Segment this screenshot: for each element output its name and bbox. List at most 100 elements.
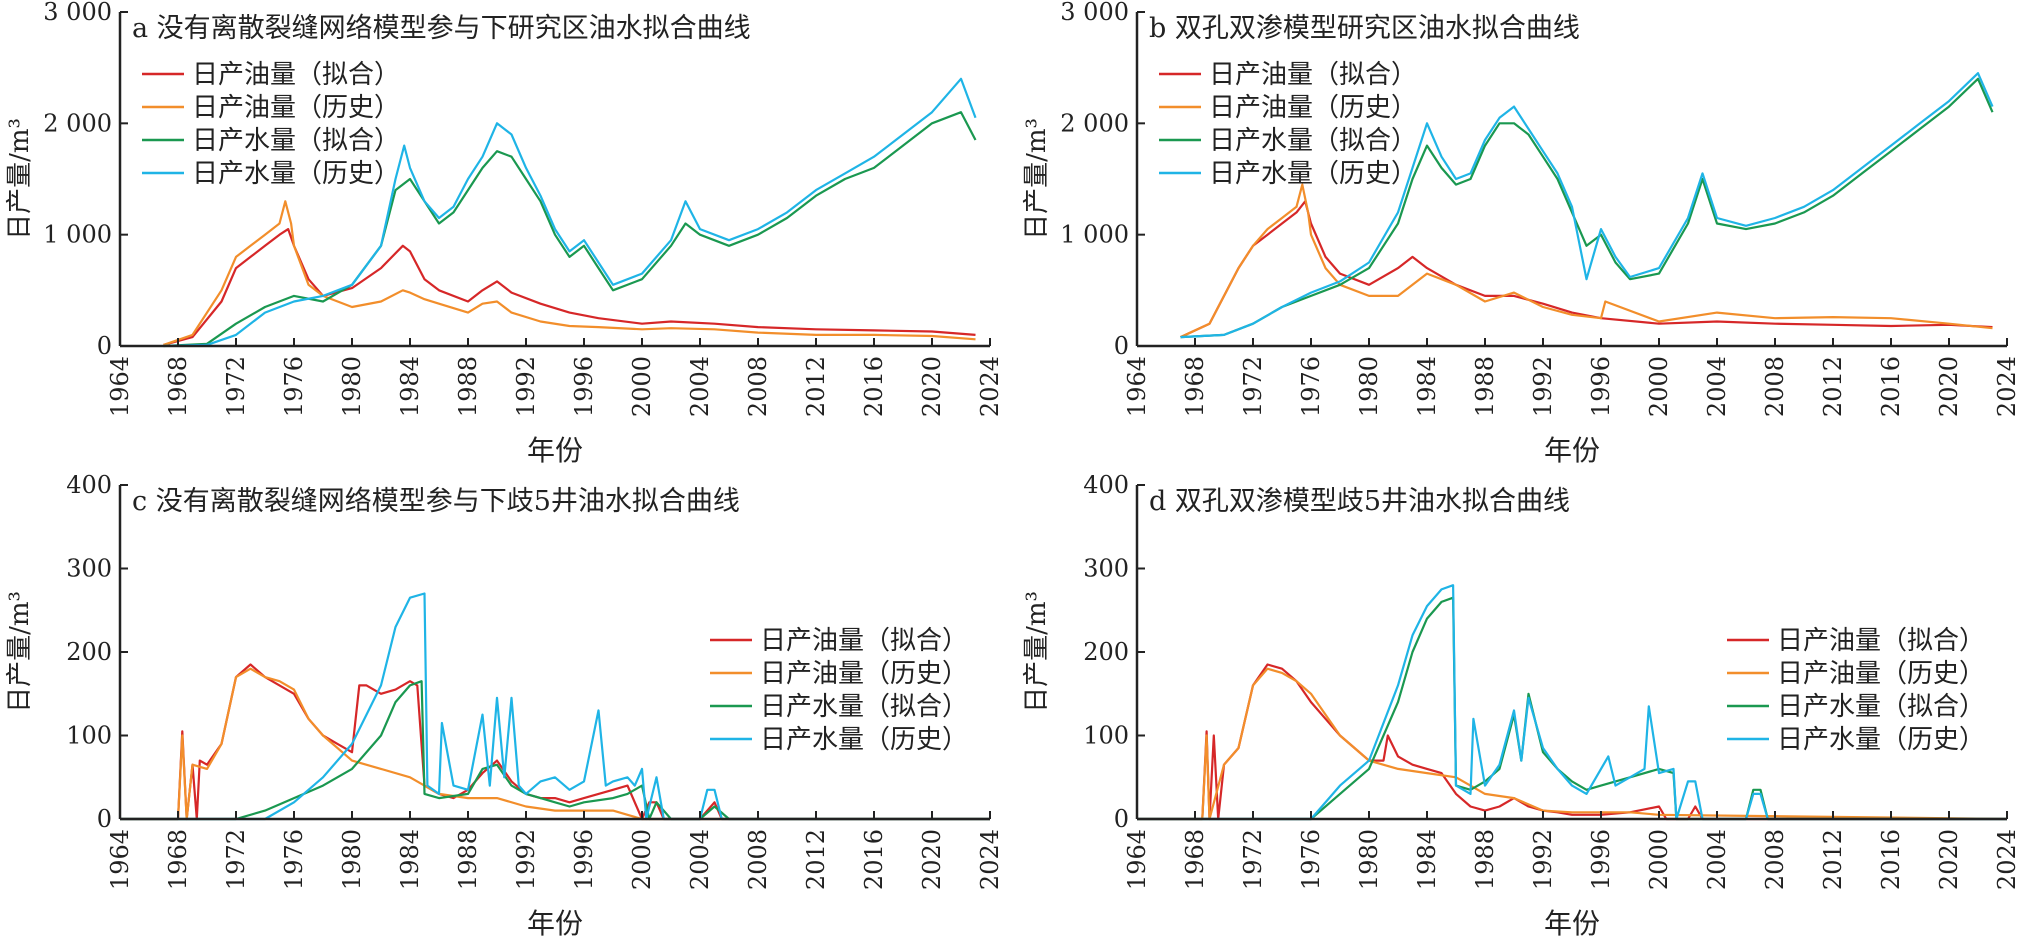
legend-label: 日产水量（历史） xyxy=(192,159,400,189)
series-line-1 xyxy=(1180,183,1993,339)
chart-title: c 没有离散裂缝网络模型参与下歧5井油水拟合曲线 xyxy=(132,486,740,517)
legend: 日产油量（拟合）日产油量（历史）日产水量（拟合）日产水量（历史） xyxy=(1727,626,1985,755)
y-tick-label: 0 xyxy=(1114,332,1129,360)
y-tick-label: 100 xyxy=(66,722,112,750)
legend-label: 日产水量（拟合） xyxy=(1209,126,1417,156)
x-tick-label: 1984 xyxy=(1413,829,1441,890)
legend-label: 日产油量（历史） xyxy=(1209,93,1417,123)
x-tick-label: 2016 xyxy=(1877,829,1905,890)
legend-label: 日产油量（历史） xyxy=(192,93,400,123)
series-line-3 xyxy=(1180,72,1994,339)
x-tick-label: 2008 xyxy=(744,829,772,890)
legend-label: 日产油量（拟合） xyxy=(760,626,968,656)
x-tick-label: 1992 xyxy=(512,356,540,417)
x-tick-label: 2024 xyxy=(976,356,1004,417)
chart-title: b 双孔双渗模型研究区油水拟合曲线 xyxy=(1149,13,1580,44)
legend-label: 日产油量（拟合） xyxy=(1777,626,1985,656)
x-tick-label: 2012 xyxy=(802,829,830,890)
legend: 日产油量（拟合）日产油量（历史）日产水量（拟合）日产水量（历史） xyxy=(1159,60,1417,189)
legend-label: 日产油量（历史） xyxy=(760,659,968,689)
x-tick-label: 2000 xyxy=(1645,356,1673,417)
series-line-1 xyxy=(163,200,976,346)
x-tick-label: 2012 xyxy=(1819,356,1847,417)
x-tick-label: 2024 xyxy=(1993,829,2021,890)
series-line-3 xyxy=(120,592,990,821)
x-tick-label: 1996 xyxy=(570,829,598,890)
y-tick-label: 400 xyxy=(1083,473,1129,499)
x-tick-label: 1976 xyxy=(280,356,308,417)
y-tick-label: 2 000 xyxy=(43,109,112,137)
legend: 日产油量（拟合）日产油量（历史）日产水量（拟合）日产水量（历史） xyxy=(710,626,968,755)
x-tick-label: 2020 xyxy=(918,356,946,417)
x-tick-label: 1976 xyxy=(1297,829,1325,890)
y-tick-label: 300 xyxy=(66,555,112,583)
x-tick-label: 2004 xyxy=(1703,829,1731,890)
legend-label: 日产水量（历史） xyxy=(1777,725,1985,755)
y-axis-label: 日产量/m³ xyxy=(5,591,35,713)
series-line-1 xyxy=(120,667,990,821)
chart-panel-c: 0 100 200 300 400 1964 1968 1972 1976 1980 1984 198… xyxy=(5,473,1004,940)
y-tick-label: 300 xyxy=(1083,555,1129,583)
y-tick-label: 3 000 xyxy=(43,0,112,26)
x-tick-label: 2020 xyxy=(918,829,946,890)
x-axis-label: 年份 xyxy=(1544,907,1600,940)
y-tick-label: 0 xyxy=(1114,805,1129,833)
y-axis-label: 日产量/m³ xyxy=(5,118,35,240)
legend-label: 日产油量（拟合） xyxy=(1209,60,1417,90)
x-tick-label: 1996 xyxy=(570,356,598,417)
x-tick-label: 2008 xyxy=(1761,829,1789,890)
x-tick-label: 1996 xyxy=(1587,356,1615,417)
x-tick-label: 2012 xyxy=(802,356,830,417)
legend-label: 日产油量（历史） xyxy=(1777,659,1985,689)
x-tick-label: 1980 xyxy=(1355,829,1383,890)
x-tick-label: 2000 xyxy=(628,829,656,890)
x-tick-label: 1964 xyxy=(106,356,134,417)
y-tick-label: 200 xyxy=(66,638,112,666)
x-tick-label: 1972 xyxy=(1239,356,1267,417)
x-tick-label: 2000 xyxy=(1645,829,1673,890)
x-tick-label: 2012 xyxy=(1819,829,1847,890)
chart-title: d 双孔双渗模型歧5井油水拟合曲线 xyxy=(1149,486,1570,517)
x-tick-label: 1988 xyxy=(454,829,482,890)
chart-panel-d: 0 100 200 300 400 1964 1968 1972 1976 1980 1984 198… xyxy=(1022,473,2021,940)
chart-panel-b: 0 1 000 2 000 3 000 1964 1968 1972 1976 1980 1984… xyxy=(1022,0,2021,467)
series-line-2 xyxy=(120,680,990,821)
x-tick-label: 2004 xyxy=(1703,356,1731,417)
x-axis-label: 年份 xyxy=(527,907,583,940)
x-tick-label: 1988 xyxy=(1471,356,1499,417)
series-line-2 xyxy=(1180,77,1994,339)
x-tick-label: 1968 xyxy=(164,356,192,417)
x-tick-label: 1984 xyxy=(396,829,424,890)
x-tick-label: 1980 xyxy=(1355,356,1383,417)
x-tick-label: 2016 xyxy=(860,829,888,890)
legend-label: 日产水量（拟合） xyxy=(192,126,400,156)
legend-label: 日产水量（历史） xyxy=(760,725,968,755)
x-tick-label: 1984 xyxy=(396,356,424,417)
legend-label: 日产水量（历史） xyxy=(1209,159,1417,189)
x-axis-label: 年份 xyxy=(1544,434,1600,467)
y-tick-label: 200 xyxy=(1083,638,1129,666)
series-line-1 xyxy=(1137,667,2008,821)
x-axis-label: 年份 xyxy=(527,434,583,467)
chart-panel-a: 0 1 000 2 000 3 000 1964 1968 1972 1976 1980 1984… xyxy=(5,0,1004,467)
series-line-0 xyxy=(1180,200,1993,339)
y-tick-label: 0 xyxy=(97,332,112,360)
x-tick-label: 1992 xyxy=(512,829,540,890)
x-tick-label: 2020 xyxy=(1935,356,1963,417)
chart-title: a 没有离散裂缝网络模型参与下研究区油水拟合曲线 xyxy=(132,13,751,44)
x-tick-label: 1964 xyxy=(1123,356,1151,417)
x-tick-label: 1996 xyxy=(1587,829,1615,890)
x-tick-label: 2016 xyxy=(1877,356,1905,417)
legend-label: 日产水量（拟合） xyxy=(760,692,968,722)
x-tick-label: 1976 xyxy=(1297,356,1325,417)
x-tick-label: 1968 xyxy=(1181,829,1209,890)
y-tick-label: 3 000 xyxy=(1060,0,1129,26)
series-line-3 xyxy=(1137,584,2007,821)
x-tick-label: 1968 xyxy=(164,829,192,890)
y-axis-label: 日产量/m³ xyxy=(1022,118,1052,240)
y-tick-label: 100 xyxy=(1083,722,1129,750)
series-line-3 xyxy=(163,77,977,348)
x-tick-label: 1988 xyxy=(1471,829,1499,890)
legend-label: 日产油量（拟合） xyxy=(192,60,400,90)
